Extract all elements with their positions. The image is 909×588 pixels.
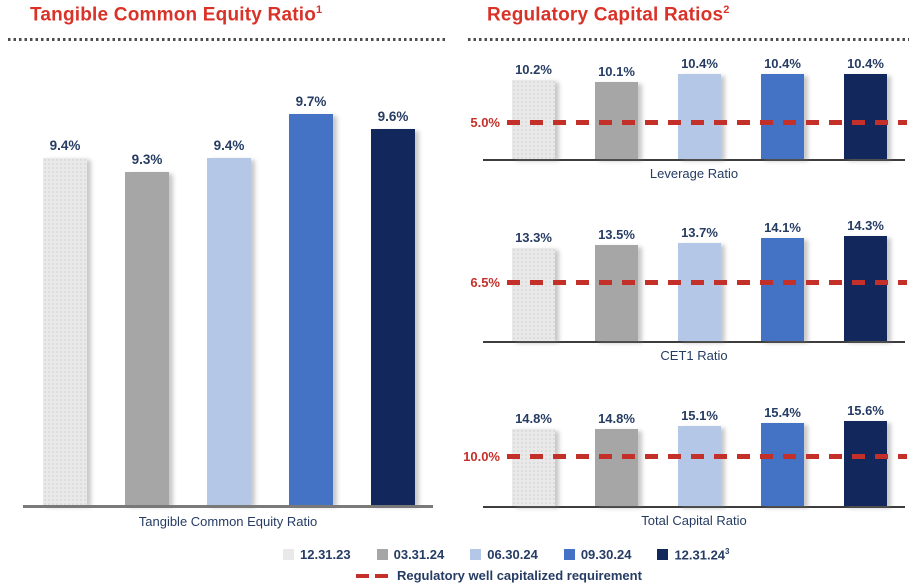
chart-cet1-ratio: 13.3% 13.5% 13.7% 14.1% 14.3% 6.5% CET1 Ratio bbox=[470, 209, 907, 367]
chart-total-capital-ratio: 14.8% 14.8% 15.1% 15.4% 15.6% 10.0% Total Capi… bbox=[463, 394, 907, 532]
right-panel-title-text: Regulatory Capital Ratios bbox=[487, 4, 724, 26]
legend-footnote: 3 bbox=[725, 547, 730, 556]
dash-icon bbox=[356, 573, 369, 578]
bar-06.30.24 bbox=[678, 74, 721, 159]
bar-12.31.24 bbox=[371, 129, 415, 505]
bar-value-label: 14.1% bbox=[764, 220, 801, 235]
bar-value-label: 9.3% bbox=[131, 152, 163, 167]
legend-swatch bbox=[376, 549, 388, 561]
right-panel-title-footnote: 2 bbox=[723, 4, 730, 16]
right-title-separator bbox=[468, 38, 909, 41]
legend-label: 09.30.24 bbox=[580, 547, 632, 563]
bar-value-label: 14.8% bbox=[598, 411, 635, 426]
x-axis-line bbox=[23, 505, 433, 508]
requirement-dash-icon bbox=[356, 573, 388, 578]
requirement-value-label: 10.0% bbox=[463, 449, 500, 464]
legend-swatch bbox=[283, 549, 294, 561]
bar-value-label: 9.6% bbox=[377, 109, 409, 124]
bar-06.30.24 bbox=[678, 243, 721, 341]
bar-value-label: 13.7% bbox=[681, 225, 718, 240]
bar-value-label: 15.6% bbox=[847, 403, 884, 418]
bar-09.30.24 bbox=[289, 114, 333, 505]
bar-12.31.24 bbox=[844, 74, 887, 159]
legend-swatch bbox=[470, 549, 482, 561]
bar-value-label: 9.7% bbox=[295, 94, 327, 109]
x-axis-line bbox=[483, 159, 905, 161]
left-title-separator bbox=[8, 38, 448, 41]
chart-leverage-ratio: 10.2% 10.1% 10.4% 10.4% 10.4% 5.0% Leverage Ra… bbox=[470, 47, 907, 185]
bar-12.31.23 bbox=[43, 158, 87, 505]
requirement-value-label: 6.5% bbox=[470, 275, 500, 290]
bar-value-label: 10.4% bbox=[764, 56, 801, 71]
left-panel-title-text: Tangible Common Equity Ratio bbox=[30, 4, 317, 26]
bar-12.31.23 bbox=[512, 80, 555, 159]
bar-03.31.24 bbox=[595, 429, 638, 506]
bar-value-label: 13.5% bbox=[598, 227, 635, 242]
bar-12.31.24 bbox=[844, 421, 887, 506]
legend-item-09.30.24: 09.30.24 bbox=[563, 547, 632, 563]
bar-09.30.24 bbox=[761, 238, 804, 341]
legend-label: 03.31.24 bbox=[393, 547, 445, 563]
bar-03.31.24 bbox=[125, 172, 169, 505]
legend-label: 12.31.243 bbox=[674, 547, 730, 563]
bar-value-label: 9.4% bbox=[213, 138, 245, 153]
bar-06.30.24 bbox=[678, 426, 721, 506]
legend-swatch bbox=[563, 549, 575, 561]
bar-value-label: 10.4% bbox=[847, 56, 884, 71]
requirement-line bbox=[507, 454, 907, 459]
requirement-legend-label: Regulatory well capitalized requirement bbox=[397, 568, 642, 583]
right-panel-title: Regulatory Capital Ratios2 bbox=[487, 4, 730, 26]
legend-item-03.31.24: 03.31.24 bbox=[376, 547, 445, 563]
left-panel-title-footnote: 1 bbox=[316, 4, 323, 16]
bar-value-label: 15.4% bbox=[764, 405, 801, 420]
x-axis-line bbox=[483, 341, 905, 343]
bar-value-label: 14.8% bbox=[515, 411, 552, 426]
bar-value-label: 10.2% bbox=[515, 62, 552, 77]
bar-12.31.23 bbox=[512, 248, 555, 341]
requirement-legend: Regulatory well capitalized requirement bbox=[356, 568, 642, 583]
bar-value-label: 15.1% bbox=[681, 408, 718, 423]
bar-06.30.24 bbox=[207, 158, 251, 505]
chart-tangible-common-equity-ratio: 9.4% 9.3% 9.4% 9.7% 9.6% Tangible Common Equi… bbox=[23, 81, 433, 534]
left-panel-title: Tangible Common Equity Ratio1 bbox=[30, 4, 322, 26]
dash-icon bbox=[375, 573, 388, 578]
bar-value-label: 10.1% bbox=[598, 64, 635, 79]
chart-caption: CET1 Ratio bbox=[660, 347, 728, 363]
legend-item-06.30.24: 06.30.24 bbox=[470, 547, 538, 562]
legend-swatch bbox=[657, 549, 669, 561]
chart-caption: Total Capital Ratio bbox=[641, 512, 747, 528]
legend-label: 12.31.23 bbox=[300, 547, 351, 563]
bar-12.31.24 bbox=[844, 236, 887, 341]
bar-09.30.24 bbox=[761, 74, 804, 159]
legend-item-12.31.24: 12.31.243 bbox=[657, 547, 730, 563]
x-axis-line bbox=[483, 506, 905, 508]
requirement-line bbox=[507, 120, 907, 125]
chart-caption: Tangible Common Equity Ratio bbox=[138, 513, 318, 529]
series-legend: 12.31.23 03.31.24 06.30.24 09.30.24 12.31.24… bbox=[283, 547, 730, 562]
bar-value-label: 10.4% bbox=[681, 56, 718, 71]
legend-item-12.31.23: 12.31.23 bbox=[283, 547, 351, 562]
requirement-line bbox=[507, 280, 907, 285]
bar-09.30.24 bbox=[761, 423, 804, 506]
requirement-value-label: 5.0% bbox=[470, 115, 500, 130]
bar-value-label: 14.3% bbox=[847, 218, 884, 233]
bar-12.31.23 bbox=[512, 429, 555, 506]
legend-label: 06.30.24 bbox=[487, 547, 538, 563]
bar-value-label: 9.4% bbox=[49, 138, 81, 153]
bar-03.31.24 bbox=[595, 245, 638, 341]
bar-value-label: 13.3% bbox=[515, 230, 552, 245]
chart-caption: Leverage Ratio bbox=[649, 165, 739, 181]
